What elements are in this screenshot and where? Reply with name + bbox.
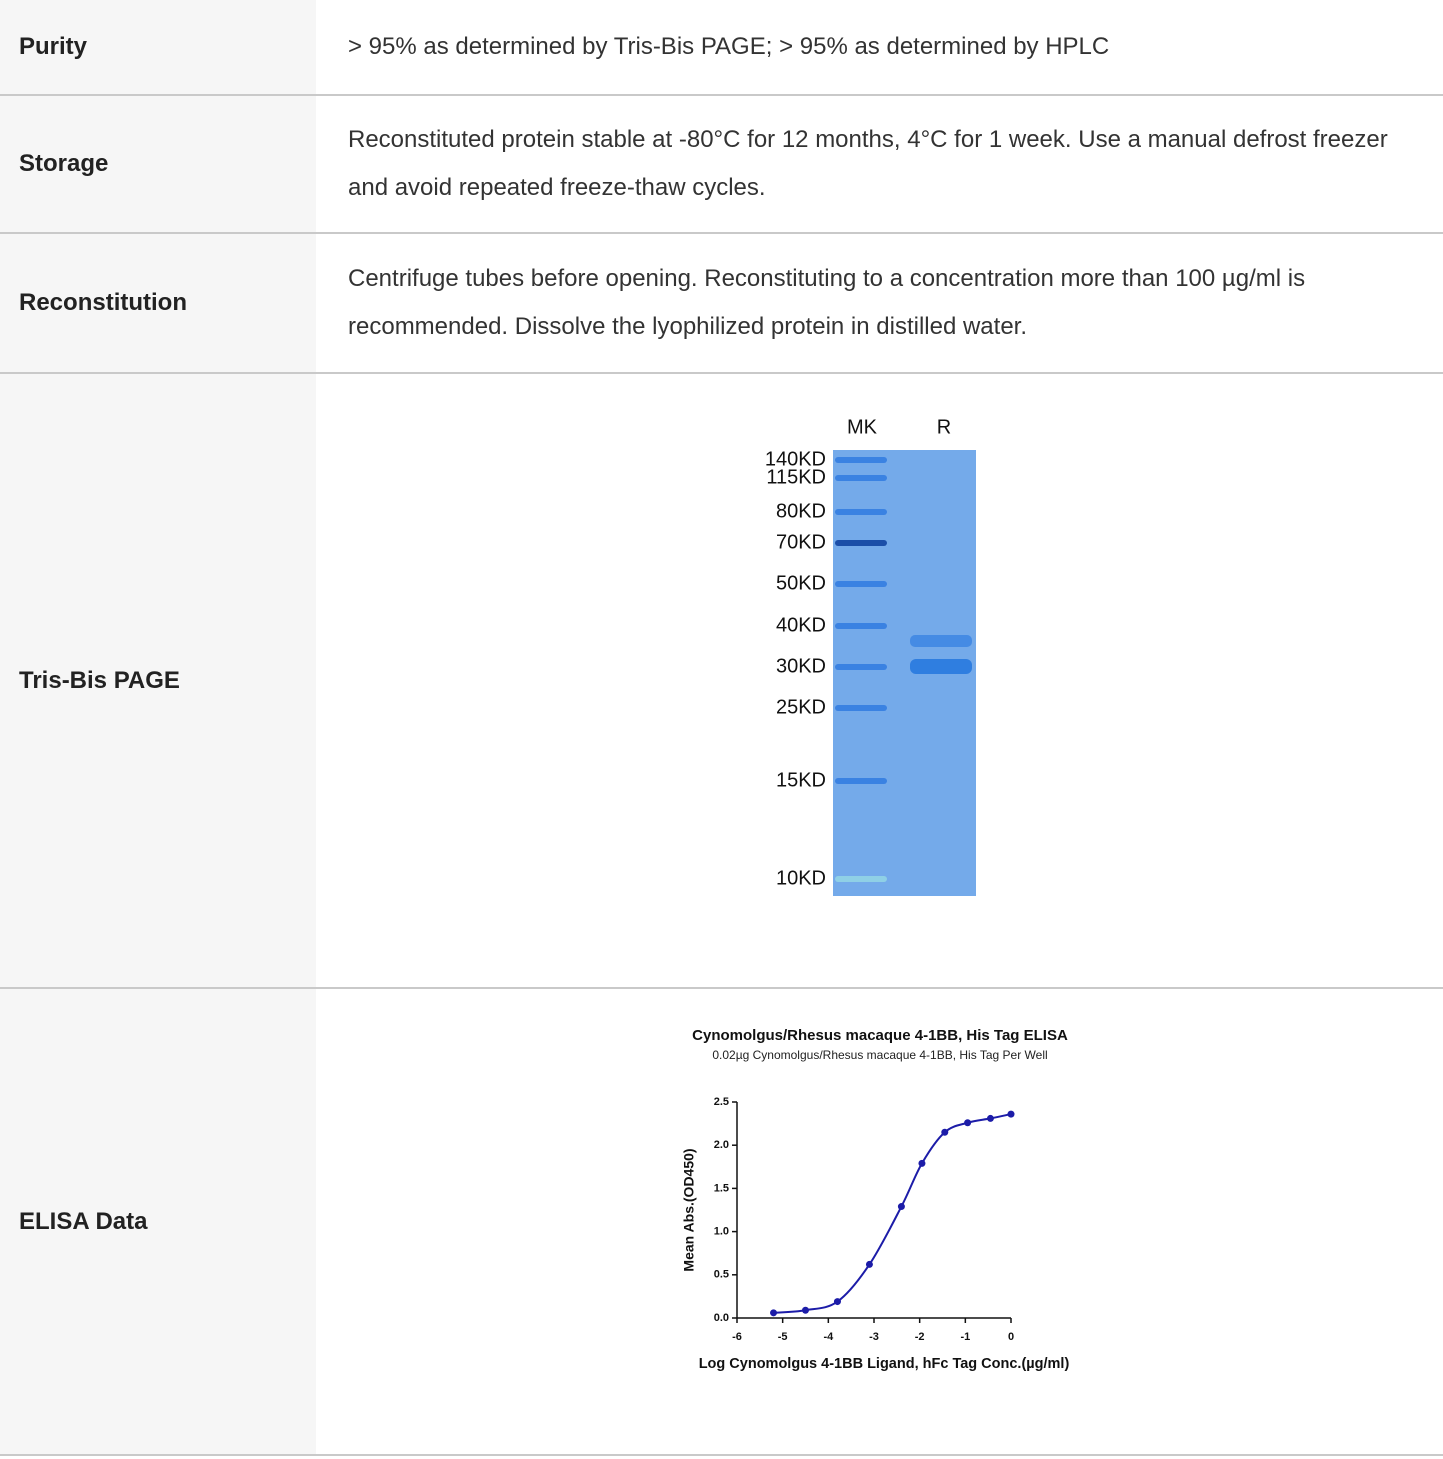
row: Purity > 95% as determined by Tris-Bis P…	[0, 0, 1443, 96]
y-axis-label: Mean Abs.(OD450)	[681, 1148, 697, 1271]
marker-label: 70KD	[776, 531, 826, 553]
y-tick-label: 1.0	[714, 1226, 729, 1238]
marker-label: 115KD	[766, 466, 826, 488]
row-value: > 95% as determined by Tris-Bis PAGE; > …	[316, 0, 1443, 94]
data-point	[866, 1261, 873, 1268]
chart-title: Cynomolgus/Rhesus macaque 4-1BB, His Tag…	[692, 1027, 1068, 1044]
marker-label: 40KD	[776, 614, 826, 636]
marker-band	[835, 475, 887, 481]
row-label: ELISA Data	[0, 989, 316, 1454]
x-tick-label: 0	[1008, 1331, 1014, 1343]
marker-label: 50KD	[776, 572, 826, 594]
x-axis-label: Log Cynomolgus 4-1BB Ligand, hFc Tag Con…	[699, 1356, 1070, 1372]
y-tick-label: 2.0	[714, 1139, 729, 1151]
row: Reconstitution Centrifuge tubes before o…	[0, 234, 1443, 374]
data-point	[987, 1115, 994, 1122]
row-label: Storage	[0, 96, 316, 232]
page: Purity > 95% as determined by Tris-Bis P…	[0, 0, 1443, 1459]
marker-band	[835, 457, 887, 463]
marker-label: 10KD	[776, 867, 826, 889]
marker-band	[835, 623, 887, 629]
data-point	[770, 1309, 777, 1316]
y-tick-label: 0.5	[714, 1269, 729, 1281]
marker-band	[835, 581, 887, 587]
data-point	[941, 1129, 948, 1136]
y-tick-label: 1.5	[714, 1182, 729, 1194]
row-label: Purity	[0, 0, 316, 94]
x-tick-label: -3	[869, 1331, 879, 1343]
lane-label: R	[937, 416, 951, 438]
data-point	[834, 1298, 841, 1305]
x-tick-label: -1	[960, 1331, 970, 1343]
marker-band	[835, 540, 887, 546]
elisa-chart: Cynomolgus/Rhesus macaque 4-1BB, His Tag…	[620, 1013, 1141, 1387]
data-point	[898, 1203, 905, 1210]
x-tick-label: -6	[732, 1331, 742, 1343]
marker-band	[835, 705, 887, 711]
data-point	[964, 1119, 971, 1126]
row-label: Tris-Bis PAGE	[0, 374, 316, 987]
marker-label: 30KD	[776, 655, 826, 677]
marker-label: 25KD	[776, 696, 826, 718]
marker-band	[835, 876, 887, 882]
row: Storage Reconstituted protein stable at …	[0, 96, 1443, 234]
x-tick-label: -2	[915, 1331, 925, 1343]
row: Tris-Bis PAGE	[0, 374, 1443, 989]
x-tick-label: -4	[823, 1331, 834, 1343]
marker-label: 15KD	[776, 769, 826, 791]
marker-band	[835, 509, 887, 515]
y-tick-label: 2.5	[714, 1096, 729, 1108]
chart-subtitle: 0.02µg Cynomolgus/Rhesus macaque 4-1BB, …	[712, 1048, 1047, 1062]
marker-label: 80KD	[776, 500, 826, 522]
lane-label: MK	[847, 416, 878, 438]
x-tick-label: -5	[778, 1331, 788, 1343]
data-point	[802, 1307, 809, 1314]
data-point	[918, 1160, 925, 1167]
row-label: Reconstitution	[0, 234, 316, 372]
row-value: Centrifuge tubes before opening. Reconst…	[316, 234, 1443, 372]
row-value: Reconstituted protein stable at -80°C fo…	[316, 96, 1443, 232]
marker-band	[835, 778, 887, 784]
y-tick-label: 0.0	[714, 1312, 729, 1324]
data-point	[1008, 1111, 1015, 1118]
marker-band	[835, 664, 887, 670]
